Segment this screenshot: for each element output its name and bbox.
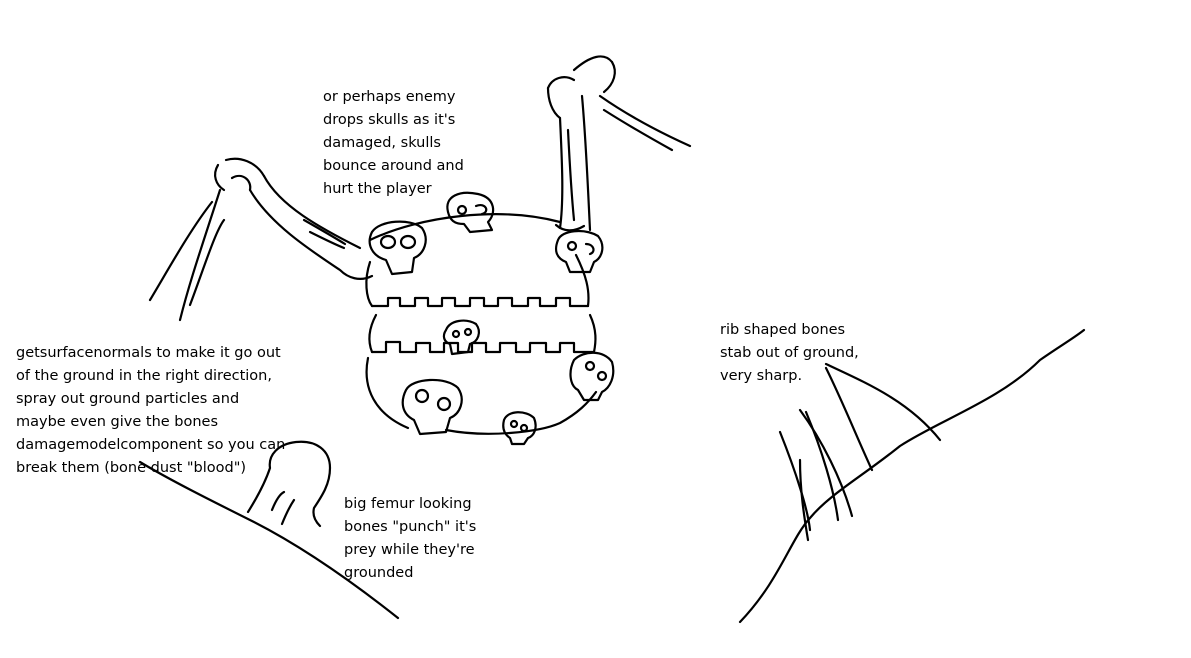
note-line: prey while they're bbox=[344, 542, 475, 558]
right-bone-leg bbox=[546, 55, 692, 232]
note-line: of the ground in the right direction, bbox=[16, 368, 272, 384]
skull-drop-note: or perhaps enemy drops skulls as it's da… bbox=[323, 86, 464, 201]
femur-punch-note: big femur looking bones "punch" it's pre… bbox=[344, 493, 476, 585]
skull-right bbox=[555, 230, 604, 274]
skull-bottom bbox=[502, 411, 537, 446]
note-line: big femur looking bbox=[344, 496, 472, 512]
note-line: bones "punch" it's bbox=[344, 519, 477, 535]
note-line: hurt the player bbox=[323, 181, 432, 197]
femur-ground-sketch bbox=[138, 440, 400, 620]
skull-left bbox=[368, 220, 427, 276]
note-line: or perhaps enemy bbox=[323, 89, 456, 105]
skull-top bbox=[446, 191, 495, 234]
note-line: bounce around and bbox=[323, 158, 464, 174]
note-line: drops skulls as it's bbox=[323, 112, 456, 128]
note-line: damagemodelcomponent so you can bbox=[16, 437, 286, 453]
skull-lower-right bbox=[569, 351, 615, 402]
note-line: maybe even give the bones bbox=[16, 414, 219, 430]
surface-normals-note: getsurfacenormals to make it go out of t… bbox=[16, 342, 285, 480]
creature-body bbox=[365, 213, 598, 435]
note-line: grounded bbox=[344, 565, 414, 581]
skull-lower-left bbox=[401, 378, 463, 436]
note-line: very sharp. bbox=[720, 368, 803, 384]
note-line: getsurfacenormals to make it go out bbox=[16, 345, 281, 361]
note-line: damaged, skulls bbox=[323, 135, 441, 151]
left-bone-leg bbox=[148, 157, 374, 322]
note-line: rib shaped bones bbox=[720, 322, 846, 338]
note-line: spray out ground particles and bbox=[16, 391, 240, 407]
rib-ground-sketch bbox=[738, 328, 1086, 624]
skull-middle bbox=[442, 319, 480, 356]
note-line: stab out of ground, bbox=[720, 345, 859, 361]
rib-bones-note: rib shaped bones stab out of ground, ver… bbox=[720, 319, 859, 388]
note-line: break them (bone dust "blood") bbox=[16, 460, 247, 476]
